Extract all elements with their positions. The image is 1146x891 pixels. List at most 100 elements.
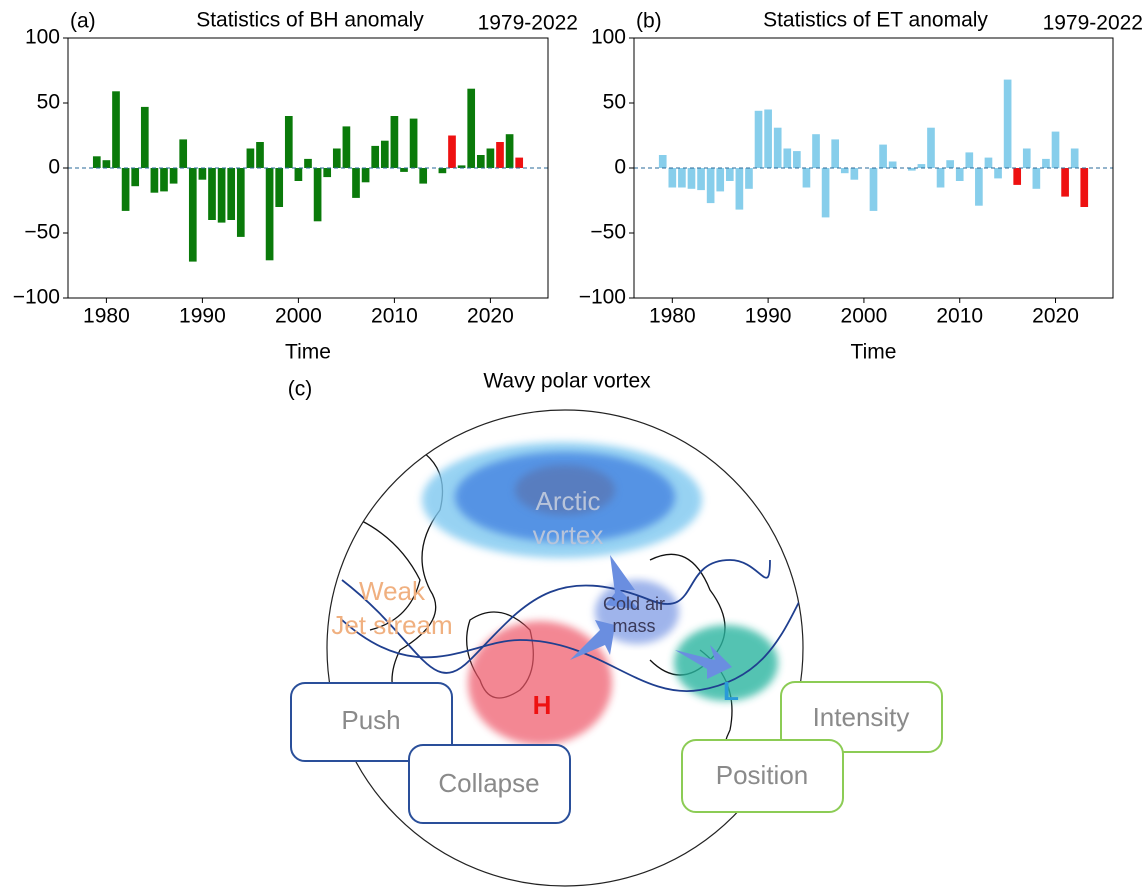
bar bbox=[965, 152, 973, 168]
bar bbox=[889, 162, 897, 169]
bar bbox=[793, 151, 801, 168]
bar bbox=[362, 168, 370, 182]
bar bbox=[131, 168, 139, 186]
bar bbox=[1013, 168, 1021, 185]
chart-title: Statistics of BH anomaly bbox=[196, 9, 424, 32]
panel-label: (c) bbox=[288, 378, 313, 401]
figure: −100 −50 0 50 100 1980 1990 2000 2010 2020 (a) Stat… bbox=[0, 0, 1146, 891]
vortex-label-line: vortex bbox=[533, 520, 604, 550]
x-tick-label: 2010 bbox=[936, 305, 983, 328]
y-tick-label: 0 bbox=[614, 156, 626, 179]
panel-label: (b) bbox=[636, 10, 662, 33]
bar bbox=[506, 134, 514, 168]
y-tick-label: −50 bbox=[24, 221, 60, 244]
bar bbox=[774, 128, 782, 168]
y-tick-label: 100 bbox=[25, 26, 60, 49]
bar bbox=[937, 168, 945, 188]
bar bbox=[189, 168, 197, 262]
bar bbox=[179, 139, 187, 168]
bar bbox=[812, 134, 820, 168]
bar bbox=[1052, 132, 1060, 168]
box-label: Push bbox=[341, 705, 400, 735]
bar bbox=[783, 149, 791, 169]
bar bbox=[199, 168, 207, 180]
bar bbox=[160, 168, 168, 191]
bar bbox=[410, 119, 418, 168]
box-label: Intensity bbox=[813, 702, 910, 732]
bar bbox=[716, 168, 724, 191]
bar bbox=[822, 168, 830, 217]
y-tick-label: 50 bbox=[603, 91, 626, 114]
y-tick-label: −100 bbox=[579, 286, 626, 309]
bar bbox=[151, 168, 159, 193]
diagram: (c) Wavy polar vortex Arcticvortex WeakJ… bbox=[288, 370, 942, 886]
bar bbox=[764, 110, 772, 169]
bar bbox=[736, 168, 744, 210]
bar bbox=[1033, 168, 1041, 189]
x-tick-label: 1990 bbox=[745, 305, 792, 328]
x-tick-label: 2010 bbox=[371, 305, 418, 328]
period: 1979-2022 bbox=[478, 12, 578, 35]
bar bbox=[803, 168, 811, 188]
bar bbox=[831, 139, 839, 168]
x-tick-label: 2000 bbox=[275, 305, 322, 328]
x-tick-label: 1980 bbox=[83, 305, 130, 328]
bar bbox=[419, 168, 427, 184]
chart-title: Statistics of ET anomaly bbox=[763, 9, 988, 32]
bar bbox=[726, 168, 734, 181]
y-tick-label: 0 bbox=[48, 156, 60, 179]
period: 1979-2022 bbox=[1043, 12, 1143, 35]
bar bbox=[841, 168, 849, 173]
bar bbox=[477, 155, 485, 168]
bar bbox=[314, 168, 322, 221]
bar bbox=[851, 168, 859, 180]
bar bbox=[678, 168, 686, 188]
bar bbox=[870, 168, 878, 211]
box-label: Collapse bbox=[438, 768, 539, 798]
bar bbox=[688, 168, 696, 189]
x-tick-label: 2000 bbox=[841, 305, 888, 328]
bar bbox=[112, 91, 120, 168]
bar bbox=[745, 168, 753, 189]
bar bbox=[1023, 149, 1031, 169]
bar bbox=[247, 149, 255, 169]
bar bbox=[400, 168, 408, 172]
x-tick-label: 2020 bbox=[1032, 305, 1079, 328]
bar bbox=[170, 168, 178, 184]
bar bbox=[122, 168, 130, 211]
bar bbox=[879, 145, 887, 168]
bar bbox=[208, 168, 216, 220]
y-tick-label: −100 bbox=[13, 286, 60, 309]
box-label: Position bbox=[716, 760, 809, 790]
x-tick-label: 2020 bbox=[467, 305, 514, 328]
y-tick-label: −50 bbox=[590, 221, 626, 244]
x-tick-label: 1980 bbox=[649, 305, 696, 328]
bar bbox=[343, 126, 351, 168]
x-axis-label: Time bbox=[851, 341, 897, 364]
bar bbox=[352, 168, 360, 198]
bar bbox=[304, 159, 312, 168]
bar bbox=[439, 168, 447, 173]
bar bbox=[381, 141, 389, 168]
bar bbox=[975, 168, 983, 206]
x-axis-label: Time bbox=[285, 341, 331, 364]
bar bbox=[1042, 159, 1050, 168]
bar bbox=[1071, 149, 1079, 169]
bar bbox=[1061, 168, 1069, 197]
panel-label: (a) bbox=[70, 10, 96, 33]
high-label: H bbox=[533, 690, 552, 720]
low-label: L bbox=[723, 676, 739, 706]
bar bbox=[1004, 80, 1012, 168]
bar bbox=[93, 156, 101, 168]
y-tick-label: 100 bbox=[591, 26, 626, 49]
bar bbox=[956, 168, 964, 181]
bar bbox=[275, 168, 283, 207]
cold-air-line: mass bbox=[612, 616, 655, 636]
bar bbox=[237, 168, 245, 237]
bar bbox=[103, 160, 111, 168]
bar bbox=[927, 128, 935, 168]
bar bbox=[659, 155, 667, 168]
bar bbox=[918, 164, 926, 168]
bar bbox=[371, 146, 379, 168]
bar bbox=[141, 107, 149, 168]
